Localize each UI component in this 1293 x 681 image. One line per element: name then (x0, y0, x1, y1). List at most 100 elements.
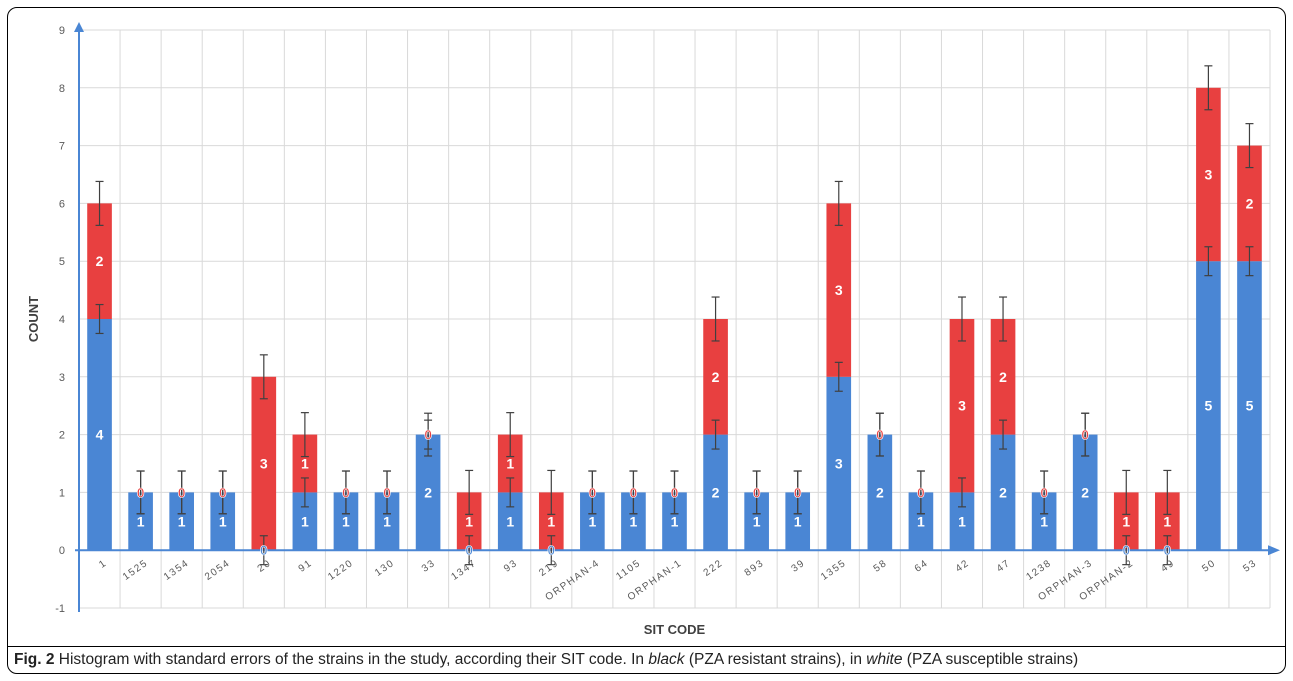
y-axis-arrow (74, 22, 84, 32)
x-tick-label: 93 (502, 558, 520, 575)
bar-segment-resistant (1196, 87, 1221, 262)
caption-text-3: (PZA susceptible strains) (902, 651, 1079, 668)
x-tick-label: 64 (913, 558, 931, 575)
x-tick-label: 20 (256, 558, 274, 575)
data-label-resistant: 0 (178, 484, 186, 500)
data-label-susceptible: 1 (219, 513, 227, 529)
x-tick-label: 1354 (162, 558, 191, 583)
x-tick-label: 893 (743, 558, 767, 579)
caption-text-2: (PZA resistant strains), in (684, 651, 867, 668)
bar-segment-resistant (251, 376, 277, 551)
x-tick-label: 39 (790, 558, 808, 575)
caption-divider (7, 646, 1286, 647)
data-label-susceptible: 4 (96, 427, 104, 443)
data-label-susceptible: 1 (917, 513, 925, 529)
x-axis-title: SIT CODE (644, 622, 706, 637)
x-tick-label: 91 (297, 558, 315, 575)
y-tick-label: 4 (59, 314, 65, 326)
x-tick-label: 1347 (449, 558, 478, 583)
data-label-susceptible: 5 (1246, 398, 1254, 414)
x-tick-label: 1238 (1024, 558, 1053, 583)
y-tick-label: 6 (59, 198, 65, 210)
x-tick-label: 47 (995, 558, 1013, 575)
data-label-resistant: 0 (753, 484, 761, 500)
data-label-susceptible: 0 (465, 542, 473, 558)
data-label-susceptible: 1 (671, 513, 679, 529)
x-axis-arrow (1268, 545, 1280, 556)
data-label-resistant: 3 (835, 282, 843, 298)
data-label-resistant: 2 (999, 369, 1007, 385)
data-label-resistant: 1 (1122, 513, 1130, 529)
data-label-resistant: 0 (671, 484, 679, 500)
bar-segment-resistant (826, 203, 852, 377)
data-label-resistant: 1 (547, 513, 555, 529)
x-tick-label: 1105 (614, 558, 643, 583)
data-label-resistant: 0 (917, 484, 925, 500)
data-label-susceptible: 2 (424, 484, 432, 500)
x-tick-label: 50 (1200, 558, 1218, 575)
y-tick-label: 7 (59, 141, 65, 153)
data-label-susceptible: 5 (1204, 398, 1212, 414)
data-label-resistant: 0 (137, 484, 145, 500)
data-label-resistant: 3 (260, 456, 268, 472)
caption-black-word: black (648, 651, 685, 668)
x-tick-label: 1220 (326, 558, 355, 583)
data-label-resistant: 0 (342, 484, 350, 500)
data-label-resistant: 0 (588, 484, 596, 500)
caption-white-word: white (866, 651, 903, 668)
data-label-susceptible: 1 (383, 513, 391, 529)
data-label-susceptible: 0 (547, 542, 555, 558)
x-tick-label: 53 (1241, 558, 1259, 575)
data-label-resistant: 0 (630, 484, 638, 500)
data-label-susceptible: 1 (506, 513, 514, 529)
y-tick-label: 8 (59, 83, 65, 95)
data-label-resistant: 2 (712, 369, 720, 385)
data-label-resistant: 1 (1163, 513, 1171, 529)
data-label-susceptible: 1 (1040, 513, 1048, 529)
y-tick-label: 0 (59, 545, 65, 557)
bar-segment-susceptible (87, 319, 112, 551)
bar-segment-susceptible (1237, 261, 1262, 551)
data-label-resistant: 1 (465, 513, 473, 529)
figure-label: Fig. 2 (14, 651, 55, 668)
data-label-resistant: 0 (794, 484, 802, 500)
data-label-resistant: 0 (1040, 484, 1048, 500)
x-tick-label: 1 (97, 558, 109, 571)
data-label-resistant: 0 (424, 427, 432, 443)
data-label-resistant: 1 (506, 456, 514, 472)
x-tick-label: 219 (537, 558, 561, 579)
y-tick-label: 1 (59, 487, 65, 499)
y-tick-label: 5 (59, 256, 65, 268)
x-tick-label: 58 (872, 558, 890, 575)
caption-text-1: Histogram with standard errors of the st… (54, 651, 649, 668)
x-tick-label: 49 (1159, 558, 1177, 575)
data-label-resistant: 1 (301, 456, 309, 472)
x-tick-label: 130 (373, 558, 397, 579)
data-label-susceptible: 1 (178, 513, 186, 529)
data-label-susceptible: 0 (260, 542, 268, 558)
data-label-susceptible: 2 (1081, 484, 1089, 500)
y-axis-title: COUNT (26, 296, 41, 342)
data-label-resistant: 2 (96, 253, 104, 269)
bar-segment-resistant (949, 319, 975, 493)
figure-caption: Fig. 2 Histogram with standard errors of… (14, 651, 1286, 669)
data-label-resistant: 3 (1204, 167, 1212, 183)
x-tick-label: 1525 (121, 558, 150, 583)
x-tick-label: 42 (954, 558, 972, 575)
figure-frame (7, 7, 1286, 674)
y-tick-label: -1 (55, 603, 65, 615)
bar-segment-susceptible (826, 376, 852, 551)
bar-segment-susceptible (703, 434, 728, 551)
data-label-susceptible: 2 (999, 484, 1007, 500)
data-label-susceptible: 1 (630, 513, 638, 529)
x-tick-label: 33 (420, 558, 438, 575)
data-label-susceptible: 3 (835, 456, 843, 472)
x-tick-label: 2054 (203, 558, 232, 583)
data-label-susceptible: 1 (794, 513, 802, 529)
data-label-resistant: 3 (958, 398, 966, 414)
y-tick-label: 3 (59, 372, 65, 384)
x-tick-label: 222 (702, 558, 726, 579)
data-label-resistant: 0 (1081, 427, 1089, 443)
bar-segment-susceptible (990, 434, 1016, 551)
